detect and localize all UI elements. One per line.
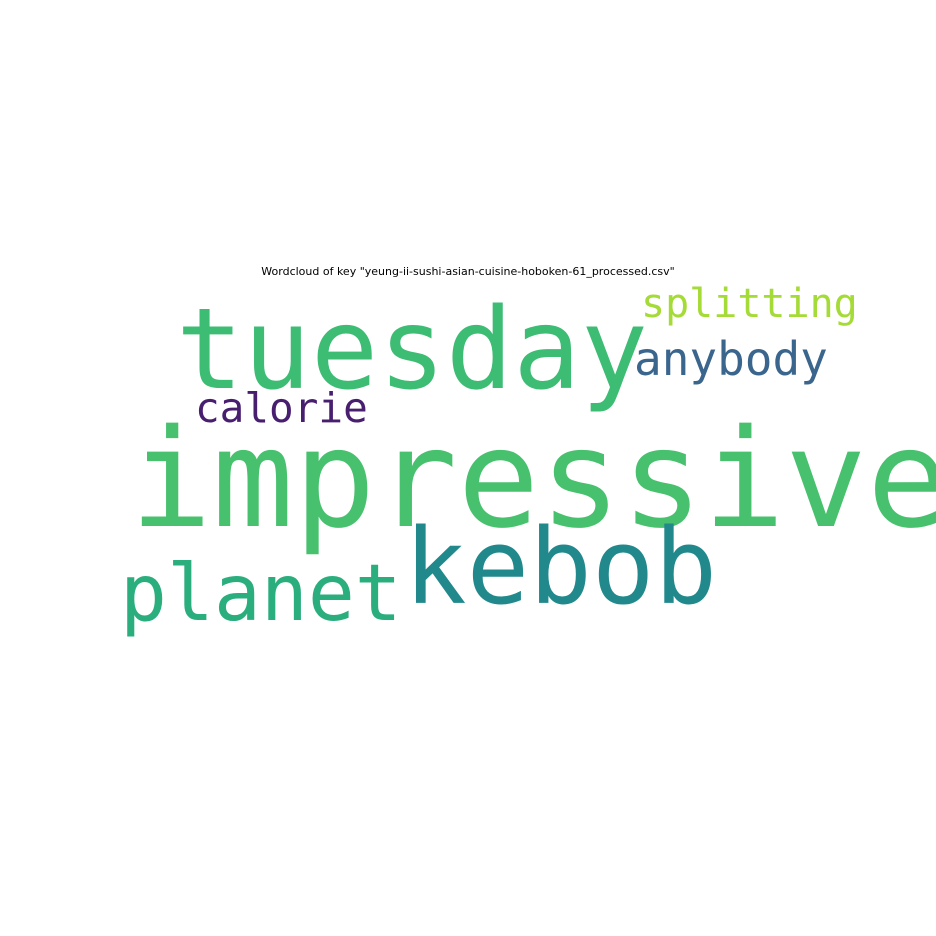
word-anybody: anybody bbox=[634, 332, 828, 386]
word-impressive: impressive bbox=[130, 401, 936, 559]
word-splitting: splitting bbox=[641, 281, 858, 327]
word-calorie: calorie bbox=[195, 384, 368, 432]
word-tuesday: tuesday bbox=[176, 285, 649, 415]
word-kebob: kebob bbox=[404, 506, 718, 628]
chart-title: Wordcloud of key "yeung-ii-sushi-asian-c… bbox=[261, 265, 675, 278]
word-planet: planet bbox=[120, 549, 402, 639]
